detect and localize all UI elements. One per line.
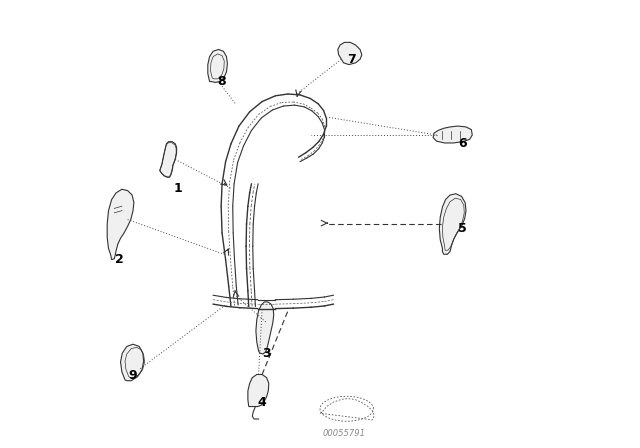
Text: 5: 5 bbox=[458, 222, 467, 235]
Text: 2: 2 bbox=[115, 253, 124, 266]
Text: 1: 1 bbox=[173, 182, 182, 195]
Polygon shape bbox=[338, 43, 362, 65]
Polygon shape bbox=[160, 142, 177, 177]
Polygon shape bbox=[208, 49, 227, 82]
Polygon shape bbox=[120, 344, 144, 381]
Polygon shape bbox=[433, 126, 472, 143]
Text: 6: 6 bbox=[458, 138, 467, 151]
Text: 9: 9 bbox=[129, 369, 138, 382]
Polygon shape bbox=[107, 189, 134, 260]
Text: 8: 8 bbox=[218, 75, 227, 88]
Text: 00055791: 00055791 bbox=[323, 429, 366, 438]
Polygon shape bbox=[439, 194, 466, 254]
Text: 3: 3 bbox=[262, 347, 271, 360]
Text: 4: 4 bbox=[258, 396, 266, 409]
Polygon shape bbox=[256, 302, 274, 354]
Text: 7: 7 bbox=[347, 53, 356, 66]
Polygon shape bbox=[248, 375, 269, 406]
